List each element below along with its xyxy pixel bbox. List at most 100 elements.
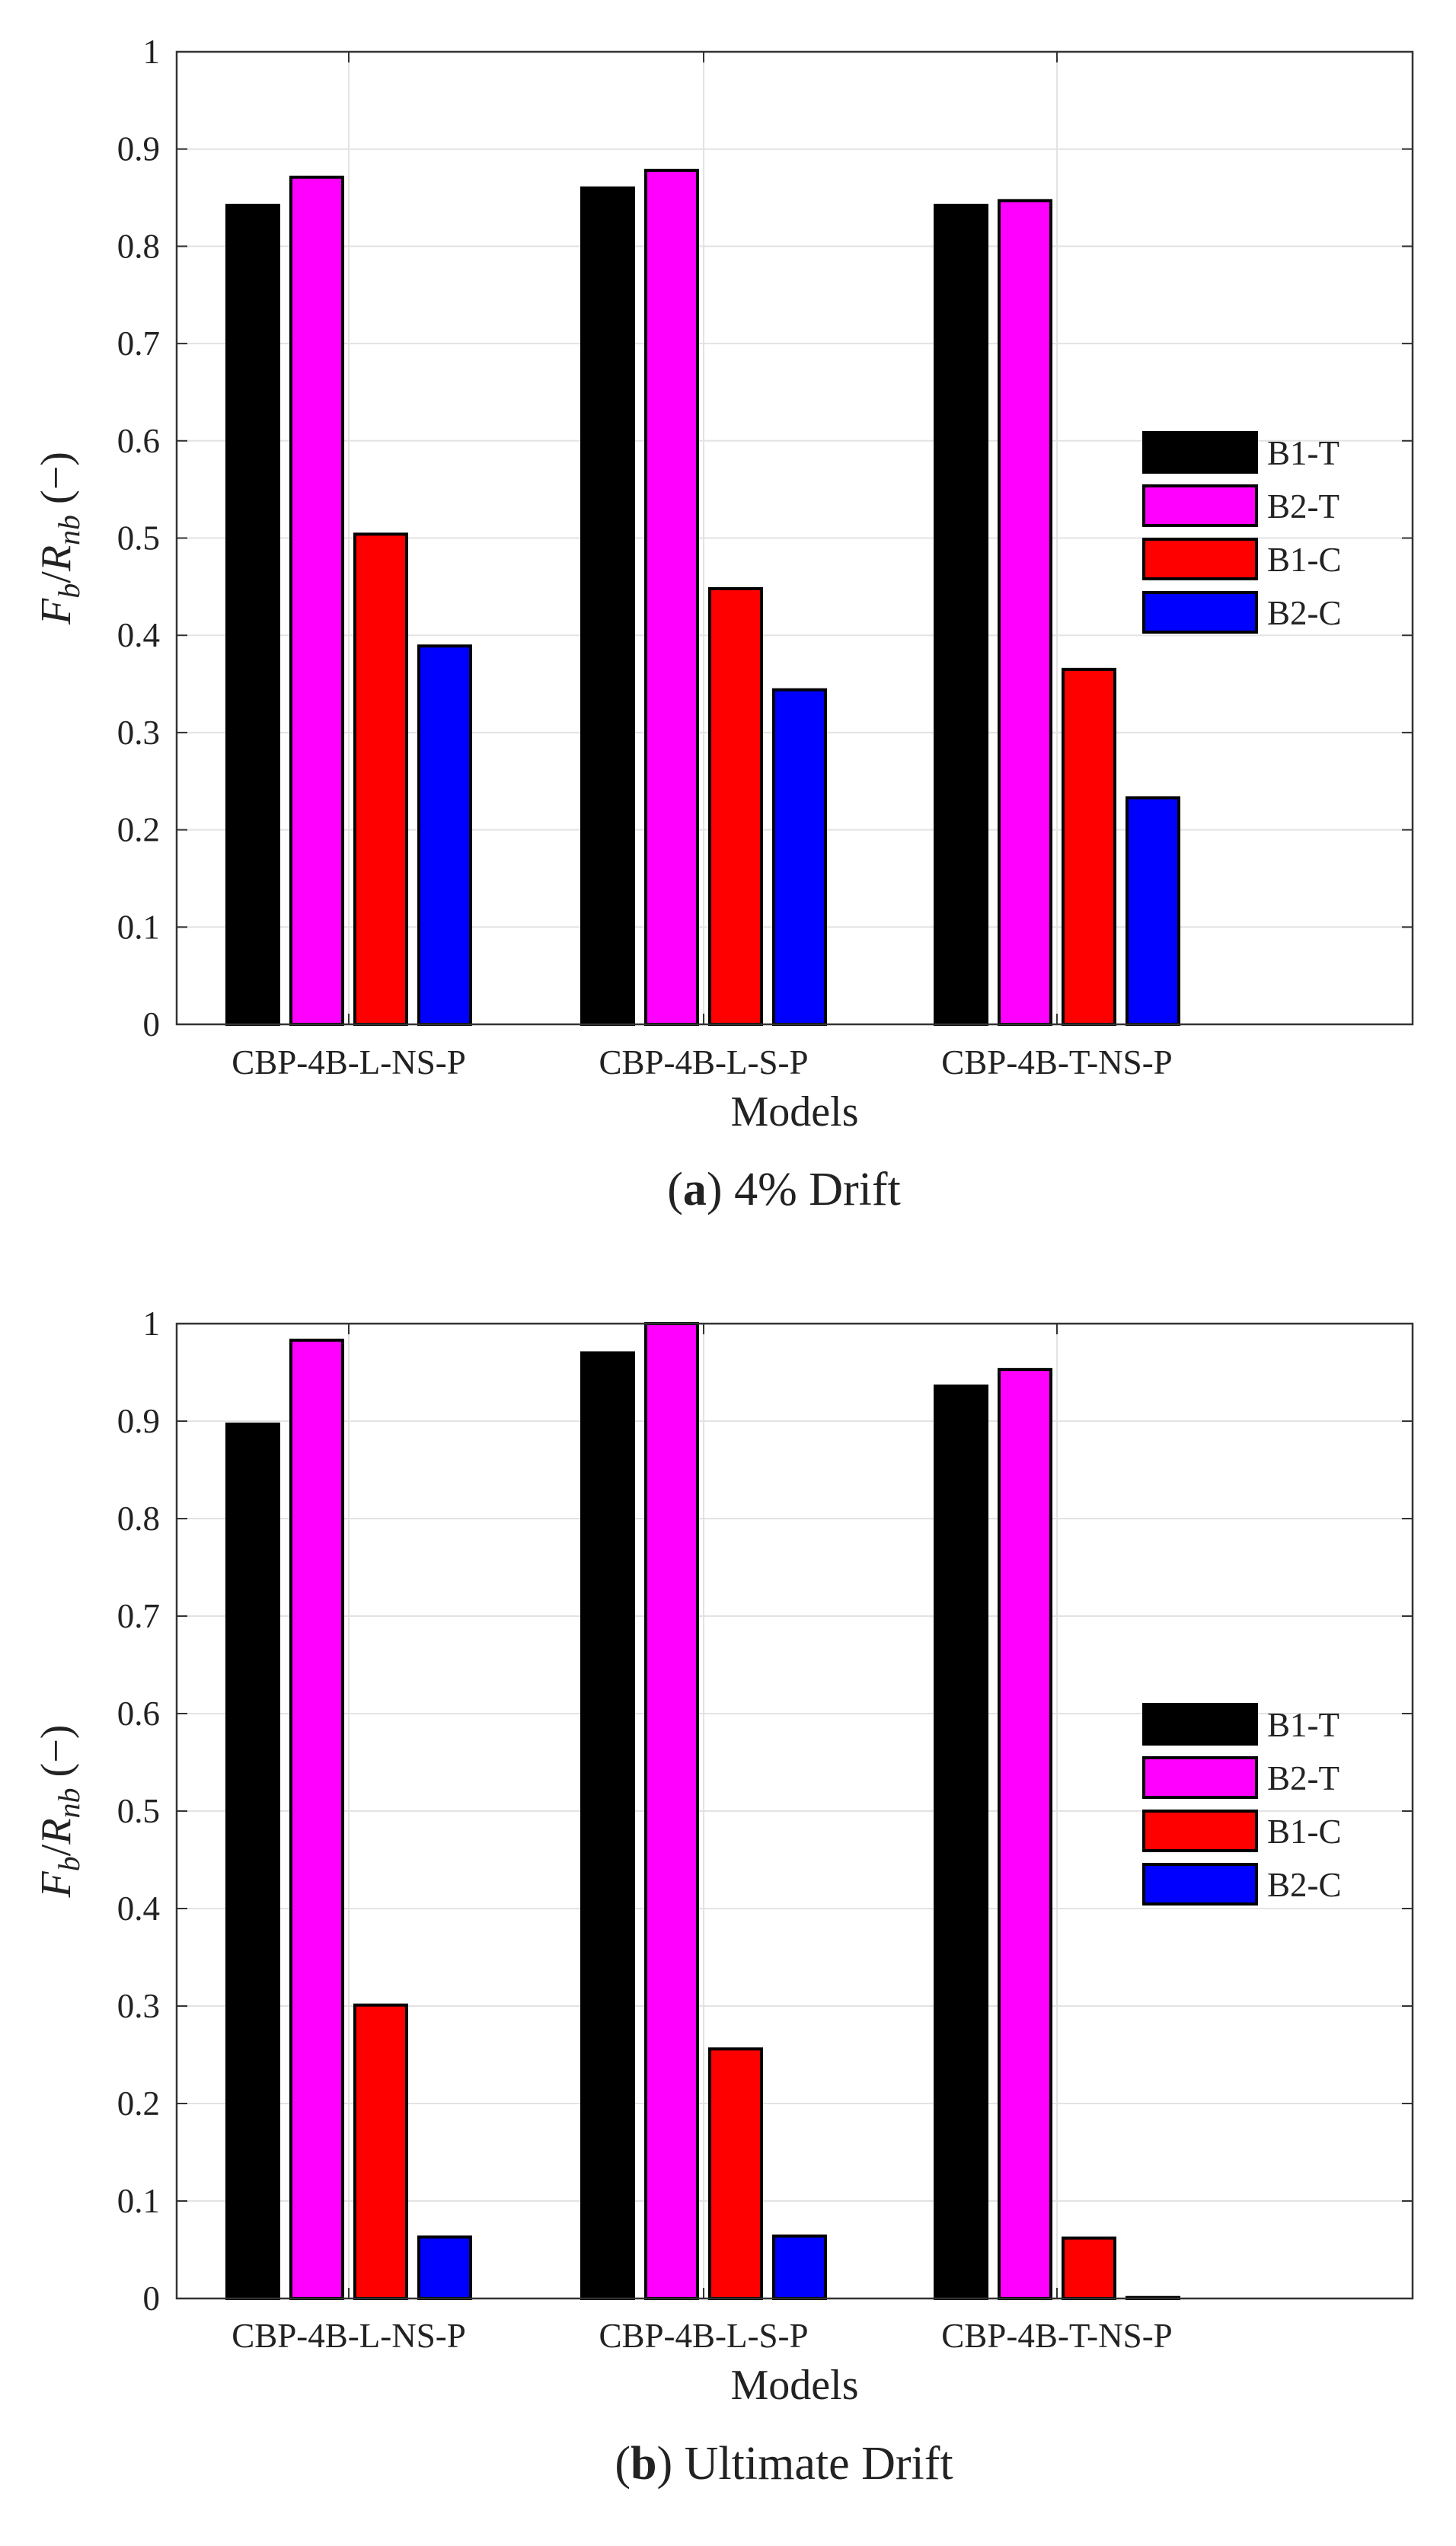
bar-b2-c-3 [1126, 796, 1180, 1026]
caption-open: ( [667, 1164, 683, 1215]
ylabel-slash: / [33, 571, 80, 583]
x-tick-label: CBP-4B-L-NS-P [231, 2317, 466, 2355]
caption-close: ) [657, 2438, 673, 2490]
bar-b2-c-2 [772, 688, 827, 1026]
ylabel-sub-nb: nb [52, 1787, 86, 1818]
legend-swatch-b2-c [1142, 591, 1258, 634]
caption-open: ( [615, 2438, 631, 2490]
chart-panel-a: 0 0.1 0.2 0.3 0.4 0.5 0.6 0.7 0.8 0.9 1 CBP-4B-L-NS… [33, 33, 1414, 1215]
y-tick-label: 0.4 [117, 616, 160, 654]
y-tick-label: 0.1 [117, 2182, 160, 2220]
ylabel-r: R [33, 1818, 80, 1845]
y-tick-label: 0.2 [117, 811, 160, 849]
bar-b1-t-2 [580, 186, 635, 1026]
legend-swatch-b1-c [1142, 1810, 1258, 1852]
caption-text: 4% Drift [723, 1164, 901, 1215]
bar-b2-c-1 [417, 644, 472, 1026]
y-tick-label: 0.8 [117, 1500, 160, 1538]
x-axis-title: Models [731, 2362, 859, 2409]
x-tick-label: CBP-4B-T-NS-P [941, 1043, 1172, 1081]
y-axis-title: Fb/Rnb (−) [33, 1725, 86, 1899]
bar-b1-t-1 [225, 1422, 280, 2300]
legend-swatch-b1-t [1142, 1703, 1258, 1746]
ylabel-sub-nb: nb [52, 515, 86, 545]
legend-label-b1-c: B1-C [1267, 1813, 1342, 1851]
x-tick-label: CBP-4B-L-S-P [599, 2317, 808, 2355]
bar-b2-t-2 [644, 168, 699, 1027]
axes-box [175, 1322, 1414, 2300]
bar-b1-c-2 [708, 2047, 763, 2301]
legend: B1-T B2-T B1-C B2-C [1142, 1703, 1342, 1906]
y-tick-label: 0.6 [117, 1695, 160, 1733]
legend-label-b1-t: B1-T [1267, 434, 1339, 472]
legend-label-b1-t: B1-T [1267, 1706, 1339, 1744]
ylabel-unit: (−) [33, 1725, 80, 1788]
bar-b1-t-1 [225, 203, 280, 1026]
y-tick-label: 0 [143, 1005, 161, 1043]
y-tick-label: 0.7 [117, 324, 160, 363]
y-tick-label: 0.2 [117, 2084, 160, 2123]
bar-b1-t-3 [934, 1384, 988, 2300]
panel-caption: (b) Ultimate Drift [615, 2438, 953, 2490]
legend-swatch-b2-t [1142, 1756, 1258, 1799]
ylabel-f: F [33, 1870, 80, 1898]
chart-panel-b: 0 0.1 0.2 0.3 0.4 0.5 0.6 0.7 0.8 0.9 1 CBP-4B-L-NS… [33, 1305, 1414, 2490]
bar-b2-t-3 [998, 1368, 1052, 2300]
bar-b1-t-2 [580, 1351, 635, 2300]
y-tick-label: 0.4 [117, 1890, 160, 1928]
y-tick-label: 0.9 [117, 1402, 160, 1440]
bar-b2-c-1 [417, 2235, 472, 2301]
bar-b1-c-1 [353, 532, 408, 1026]
y-tick-label: 0.5 [117, 1792, 160, 1830]
bar-b1-c-3 [1062, 667, 1116, 1027]
bar-b2-t-3 [998, 199, 1052, 1027]
x-tick-label: CBP-4B-L-NS-P [231, 1043, 466, 1081]
bar-b1-c-3 [1062, 2236, 1116, 2300]
bar-b1-t-3 [934, 203, 988, 1026]
ylabel-sub-b: b [52, 583, 86, 599]
bar-b2-t-1 [289, 1338, 344, 2300]
caption-letter: b [631, 2438, 656, 2490]
y-tick-label: 0.8 [117, 227, 160, 265]
legend-label-b2-c: B2-C [1267, 594, 1342, 632]
legend-swatch-b1-t [1142, 431, 1258, 474]
caption-text: Ultimate Drift [672, 2438, 953, 2490]
x-tick-label: CBP-4B-L-S-P [599, 1043, 808, 1081]
legend-label-b2-t: B2-T [1267, 487, 1339, 525]
y-tick-label: 1 [143, 33, 161, 71]
caption-close: ) [707, 1164, 723, 1215]
legend-label-b1-c: B1-C [1267, 541, 1342, 579]
legend: B1-T B2-T B1-C B2-C [1142, 431, 1342, 634]
legend-swatch-b2-t [1142, 484, 1258, 527]
bar-b2-t-1 [289, 175, 344, 1026]
caption-letter: a [683, 1164, 707, 1215]
ylabel-slash: / [33, 1844, 80, 1856]
y-tick-label: 0.3 [117, 714, 160, 752]
panel-caption: (a) 4% Drift [667, 1164, 900, 1215]
legend-swatch-b1-c [1142, 538, 1258, 580]
y-tick-label: 0.5 [117, 519, 160, 557]
y-tick-label: 0.3 [117, 1987, 160, 2025]
ylabel-sub-b: b [52, 1856, 86, 1871]
legend-label-b2-c: B2-C [1267, 1866, 1342, 1904]
y-tick-label: 0.6 [117, 422, 160, 460]
bar-b1-c-2 [708, 586, 763, 1026]
ylabel-r: R [33, 545, 80, 572]
legend-label-b2-t: B2-T [1267, 1759, 1339, 1797]
ylabel-f: F [33, 598, 80, 625]
bar-b2-c-2 [772, 2235, 827, 2301]
ylabel-unit: (−) [33, 452, 80, 515]
y-tick-label: 1 [143, 1305, 161, 1343]
y-tick-label: 0 [143, 2279, 161, 2318]
bar-b2-t-2 [644, 1322, 699, 2300]
axes-box [175, 50, 1414, 1026]
legend-swatch-b2-c [1142, 1863, 1258, 1906]
bar-b1-c-1 [353, 2003, 408, 2300]
y-tick-label: 0.9 [117, 130, 160, 168]
y-tick-label: 0.7 [117, 1597, 160, 1635]
y-axis-title: Fb/Rnb (−) [33, 452, 86, 625]
x-axis-title: Models [731, 1088, 859, 1136]
y-tick-label: 0.1 [117, 908, 160, 946]
x-tick-label: CBP-4B-T-NS-P [941, 2317, 1172, 2355]
